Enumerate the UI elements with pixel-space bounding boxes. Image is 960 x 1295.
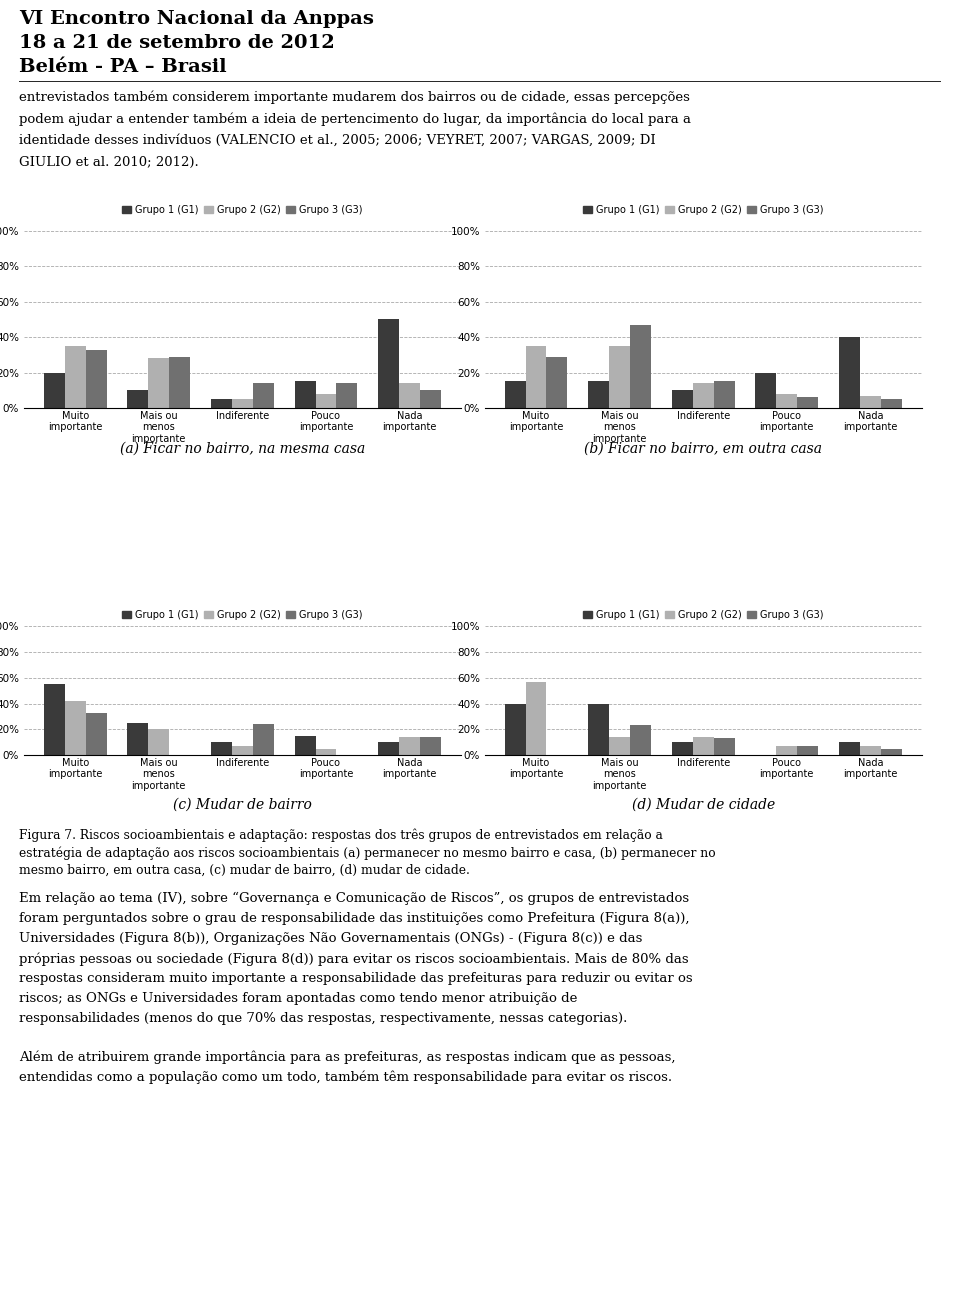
Bar [693,383,713,408]
Bar [525,346,546,408]
Bar [505,382,525,408]
Bar [588,382,610,408]
Bar [378,320,399,408]
Bar [85,350,107,408]
Bar [610,346,630,408]
Text: VI Encontro Nacional da Anppas: VI Encontro Nacional da Anppas [19,10,374,28]
Text: Belém - PA – Brasil: Belém - PA – Brasil [19,58,227,76]
Text: respostas consideram muito importante a responsabilidade das prefeituras para re: respostas consideram muito importante a … [19,973,693,985]
Bar [44,684,64,755]
Text: entendidas como a população como um todo, também têm responsabilidade para evita: entendidas como a população como um todo… [19,1070,672,1084]
Bar [881,399,901,408]
Bar [399,737,420,755]
Bar [316,394,336,408]
Bar [505,703,525,755]
Text: Em relação ao tema (IV), sobre “Governança e Comunicação de Riscos”, os grupos d: Em relação ao tema (IV), sobre “Governan… [19,892,689,905]
Bar [860,395,881,408]
Bar [420,737,441,755]
Bar [713,382,734,408]
Text: próprias pessoas ou sociedade (Figura 8(d)) para evitar os riscos socioambientai: próprias pessoas ou sociedade (Figura 8(… [19,952,689,966]
Text: Figura 7. Riscos socioambientais e adaptação: respostas dos três grupos de entre: Figura 7. Riscos socioambientais e adapt… [19,828,663,842]
Bar [232,746,252,755]
Text: (a) Ficar no bairro, na mesma casa: (a) Ficar no bairro, na mesma casa [120,442,365,456]
Bar [128,390,149,408]
Text: Além de atribuirem grande importância para as prefeituras, as respostas indicam : Além de atribuirem grande importância pa… [19,1050,676,1063]
Bar [630,325,651,408]
Bar [672,390,693,408]
Bar [839,742,860,755]
Legend: Grupo 1 (G1), Grupo 2 (G2), Grupo 3 (G3): Grupo 1 (G1), Grupo 2 (G2), Grupo 3 (G3) [118,201,367,219]
Text: (c) Mudar de bairro: (c) Mudar de bairro [173,798,312,812]
Bar [610,737,630,755]
Bar [797,746,818,755]
Bar [169,356,190,408]
Text: identidade desses indivíduos (VALENCIO et al., 2005; 2006; VEYRET, 2007; VARGAS,: identidade desses indivíduos (VALENCIO e… [19,133,656,148]
Bar [588,703,610,755]
Legend: Grupo 1 (G1), Grupo 2 (G2), Grupo 3 (G3): Grupo 1 (G1), Grupo 2 (G2), Grupo 3 (G3) [579,606,828,624]
Text: 18 a 21 de setembro de 2012: 18 a 21 de setembro de 2012 [19,34,335,52]
Bar [64,346,85,408]
Text: responsabilidades (menos do que 70% das respostas, respectivamente, nessas categ: responsabilidades (menos do que 70% das … [19,1011,628,1026]
Text: podem ajudar a entender também a ideia de pertencimento do lugar, da importância: podem ajudar a entender também a ideia d… [19,111,691,126]
Bar [713,738,734,755]
Bar [420,390,441,408]
Bar [149,729,169,755]
Bar [881,749,901,755]
Bar [295,736,316,755]
Bar [756,373,777,408]
Bar [149,359,169,408]
Bar [44,373,64,408]
Text: Universidades (Figura 8(b)), Organizações Não Governamentais (ONGs) - (Figura 8(: Universidades (Figura 8(b)), Organizaçõe… [19,932,642,945]
Bar [85,712,107,755]
Bar [797,398,818,408]
Text: entrevistados também considerem importante mudarem dos bairros ou de cidade, ess: entrevistados também considerem importan… [19,89,690,104]
Bar [839,337,860,408]
Legend: Grupo 1 (G1), Grupo 2 (G2), Grupo 3 (G3): Grupo 1 (G1), Grupo 2 (G2), Grupo 3 (G3) [579,201,828,219]
Bar [777,394,797,408]
Bar [316,749,336,755]
Bar [232,399,252,408]
Bar [295,382,316,408]
Bar [525,681,546,755]
Bar [378,742,399,755]
Text: riscos; as ONGs e Universidades foram apontadas como tendo menor atribuição de: riscos; as ONGs e Universidades foram ap… [19,992,578,1005]
Text: estratégia de adaptação aos riscos socioambientais (a) permanecer no mesmo bairr: estratégia de adaptação aos riscos socio… [19,846,716,860]
Bar [777,746,797,755]
Bar [672,742,693,755]
Text: foram perguntados sobre o grau de responsabilidade das instituições como Prefeit: foram perguntados sobre o grau de respon… [19,912,689,925]
Bar [128,723,149,755]
Bar [211,742,232,755]
Bar [64,701,85,755]
Text: (b) Ficar no bairro, em outra casa: (b) Ficar no bairro, em outra casa [585,442,822,456]
Bar [860,746,881,755]
Bar [399,383,420,408]
Text: mesmo bairro, em outra casa, (c) mudar de bairro, (d) mudar de cidade.: mesmo bairro, em outra casa, (c) mudar d… [19,864,470,877]
Bar [546,356,567,408]
Text: (d) Mudar de cidade: (d) Mudar de cidade [632,798,775,812]
Bar [693,737,713,755]
Bar [630,725,651,755]
Bar [252,724,274,755]
Bar [252,383,274,408]
Bar [336,383,357,408]
Text: GIULIO et al. 2010; 2012).: GIULIO et al. 2010; 2012). [19,155,199,170]
Legend: Grupo 1 (G1), Grupo 2 (G2), Grupo 3 (G3): Grupo 1 (G1), Grupo 2 (G2), Grupo 3 (G3) [118,606,367,624]
Bar [211,399,232,408]
